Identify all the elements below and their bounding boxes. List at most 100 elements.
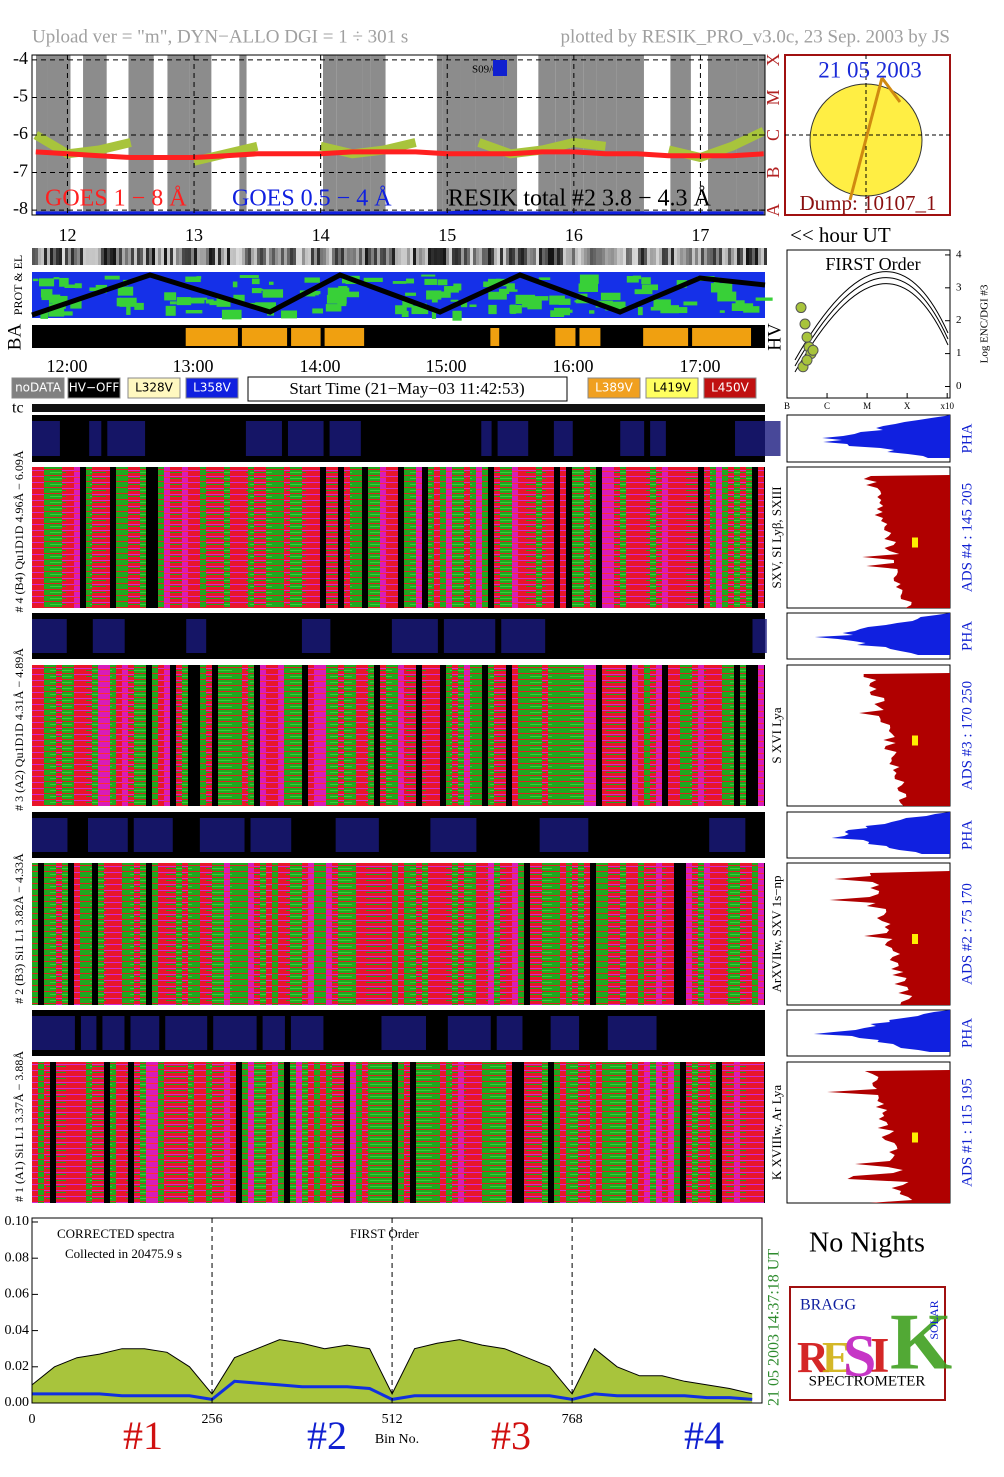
spectrogram-column	[692, 1062, 698, 1203]
prot-blob	[450, 299, 459, 302]
y-tick-label: -8	[13, 198, 28, 218]
el-strip	[188, 248, 191, 265]
el-strip	[449, 248, 452, 265]
spectrogram-column	[236, 863, 242, 1005]
spectrogram-column	[38, 467, 44, 608]
spectrogram-column	[620, 665, 626, 806]
spectrogram-column	[218, 665, 224, 806]
spectrogram-column	[356, 665, 362, 806]
el-strip	[203, 248, 206, 265]
plot-frame	[31, 1217, 763, 1404]
night-band	[475, 55, 504, 215]
prot-blob	[406, 278, 415, 284]
spectrogram-column	[56, 665, 62, 806]
y-tick-label: 2	[956, 314, 962, 326]
spectrogram-column	[302, 467, 308, 608]
prot-blob	[268, 281, 274, 285]
el-strip	[467, 248, 470, 265]
spectrogram-column	[260, 1062, 266, 1203]
spectrogram-column	[470, 467, 476, 608]
spectrogram-column	[560, 1062, 566, 1203]
spectrogram-column	[476, 1062, 482, 1203]
spectrogram-column	[254, 863, 260, 1005]
el-strip	[683, 248, 686, 265]
el-strip	[272, 248, 275, 265]
spectrogram-column	[290, 665, 296, 806]
spectrogram-column	[140, 467, 146, 608]
spectrogram-column	[158, 467, 164, 608]
pha-noise	[381, 1016, 427, 1050]
spectrogram-column	[470, 665, 476, 806]
prot-zigzag	[31, 272, 766, 318]
y2-tick-label: A	[763, 204, 783, 217]
el-strip	[488, 248, 491, 265]
el-strip	[362, 248, 365, 265]
el-strip	[590, 248, 593, 265]
spectrogram-column	[464, 1062, 470, 1203]
prot-blob	[460, 302, 468, 308]
spectrogram-column	[404, 863, 410, 1005]
el-strip	[611, 248, 614, 265]
el-strip	[569, 248, 572, 265]
pha-noise	[539, 818, 589, 852]
spectrogram-column	[278, 1062, 284, 1203]
pha-noise	[447, 1016, 491, 1050]
spectrogram-column	[698, 665, 704, 806]
spectrogram-column	[206, 467, 212, 608]
el-strip	[719, 248, 722, 265]
spectrogram-column	[656, 863, 662, 1005]
spectrogram-column	[134, 467, 140, 608]
spectrogram-column	[488, 1062, 494, 1203]
pha-noise	[553, 421, 573, 456]
spectrogram-column	[452, 665, 458, 806]
el-strip	[317, 248, 320, 265]
spectrogram-column	[584, 1062, 590, 1203]
spectrogram-column	[104, 467, 110, 608]
el-strip	[371, 248, 374, 265]
prot-blob	[59, 277, 69, 287]
el-strip	[194, 248, 197, 265]
el-strip	[443, 248, 446, 265]
start-time: Start Time (21−May−03 11:42:53)	[289, 379, 524, 398]
scatter-point	[807, 344, 819, 356]
el-strip	[149, 248, 152, 265]
spectrogram-column	[506, 467, 512, 608]
el-strip	[263, 248, 266, 265]
spectrogram-column	[116, 665, 122, 806]
spectrogram-column	[428, 1062, 434, 1203]
spectrogram-column	[578, 863, 584, 1005]
el-strip	[470, 248, 473, 265]
el-strip	[329, 248, 332, 265]
prot-blob	[262, 289, 284, 298]
prot-blob	[574, 300, 590, 303]
spectrogram-column	[98, 467, 104, 608]
el-strip	[284, 248, 287, 265]
spectrogram-column	[146, 1062, 152, 1203]
spectrogram-column	[542, 467, 548, 608]
el-strip	[356, 248, 359, 265]
spectrogram-column	[296, 665, 302, 806]
x-tick-label: 0	[29, 1412, 36, 1427]
spectrogram-column	[458, 665, 464, 806]
spectrogram-column	[488, 665, 494, 806]
prot-blob	[641, 277, 651, 285]
prot-blob	[755, 297, 773, 301]
spectrogram-column	[380, 1062, 386, 1203]
spectrogram-column	[68, 1062, 74, 1203]
spectrogram-column	[182, 863, 188, 1005]
spectrogram-column	[380, 863, 386, 1005]
spectrogram-column	[374, 1062, 380, 1203]
spectrogram-column	[140, 665, 146, 806]
spectrogram-column	[344, 863, 350, 1005]
series-line	[35, 209, 764, 215]
el-strip	[143, 248, 146, 265]
spectrogram-column	[122, 467, 128, 608]
spectrogram-column	[566, 665, 572, 806]
legend-entry: GOES 0.5 − 4 Å	[232, 186, 392, 212]
legend-button-label: L419V	[653, 381, 692, 395]
spectrogram-column	[626, 467, 632, 608]
prot-blob	[53, 277, 60, 280]
spectrogram-column	[242, 467, 248, 608]
spectrogram-column	[518, 863, 524, 1005]
spectrogram-column	[686, 1062, 692, 1203]
